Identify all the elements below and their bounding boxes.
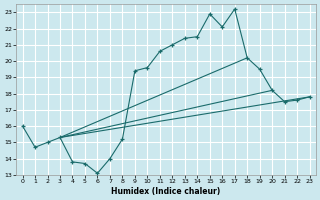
- X-axis label: Humidex (Indice chaleur): Humidex (Indice chaleur): [111, 187, 221, 196]
